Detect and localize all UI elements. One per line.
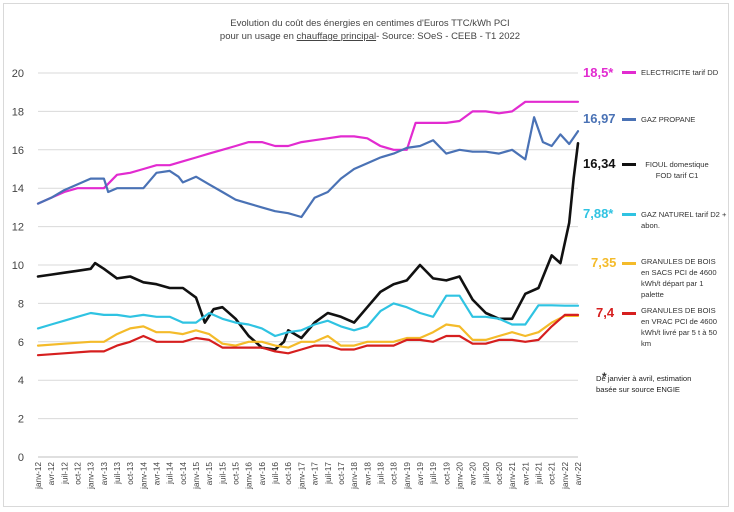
x-tick-label: avr-22 xyxy=(574,462,583,486)
legend-label-fioul: FIOUL domestique FOD tarif C1 xyxy=(645,160,709,180)
x-tick-label: oct-12 xyxy=(74,462,83,485)
x-tick-label: juil-19 xyxy=(429,462,438,485)
legend-swatch-gaz-naturel xyxy=(622,213,636,216)
x-tick-label: oct-21 xyxy=(548,462,557,485)
series-line xyxy=(36,314,580,349)
x-tick-label: janv-18 xyxy=(350,462,359,490)
y-tick-label: 16 xyxy=(12,145,24,157)
legend-swatch-propane xyxy=(622,118,636,121)
x-tick-label: juil-20 xyxy=(482,462,491,485)
legend-swatch-electricite xyxy=(622,71,636,74)
x-tick-label: janv-14 xyxy=(139,462,148,490)
title-pre: pour un usage en xyxy=(219,31,297,42)
y-tick-label: 6 xyxy=(18,337,24,349)
chart-card xyxy=(3,3,729,507)
x-tick-label: janv-17 xyxy=(297,462,306,490)
x-tick-label: avr-18 xyxy=(363,462,372,486)
x-tick-label: juil-14 xyxy=(166,462,175,485)
series-line xyxy=(36,100,580,205)
x-tick-label: oct-15 xyxy=(232,462,241,485)
x-tick-label: janv-12 xyxy=(34,462,43,490)
x-tick-label: oct-17 xyxy=(337,462,346,485)
legend-value-granules-vrac: 7,4 xyxy=(596,305,615,320)
x-tick-label: juil-16 xyxy=(271,462,280,485)
x-tick-label: oct-14 xyxy=(179,462,188,485)
chart-title-line1: Evolution du coût des énergies en centim… xyxy=(230,18,510,29)
legend-value-propane: 16,97 xyxy=(583,111,616,126)
legend-label-propane: GAZ PROPANE xyxy=(641,115,696,124)
x-tick-label: juil-21 xyxy=(534,462,543,485)
y-tick-label: 14 xyxy=(12,183,24,195)
x-tick-label: oct-13 xyxy=(126,462,135,485)
x-tick-label: oct-19 xyxy=(442,462,451,485)
x-tick-label: avr-14 xyxy=(153,462,162,486)
y-tick-label: 8 xyxy=(18,298,24,310)
x-tick-label: oct-18 xyxy=(390,462,399,485)
footnote: De janvier à avril, estimation basée sur… xyxy=(596,374,692,394)
x-tick-label: janv-22 xyxy=(561,462,570,490)
x-tick-label: avr-13 xyxy=(100,462,109,486)
x-tick-label: avr-12 xyxy=(47,462,56,486)
x-tick-label: avr-20 xyxy=(469,462,478,486)
legend-label-granules-sacs: GRANULES DE BOIS en SACS PCI de 4600 kWh… xyxy=(641,257,717,299)
x-tick-label: juil-12 xyxy=(60,462,69,485)
note-asterisk: * xyxy=(602,370,607,384)
legend-label-electricite: ELECTRICITE tarif DD xyxy=(641,68,719,77)
y-tick-label: 18 xyxy=(12,106,24,118)
title-underlined: chauffage principal xyxy=(296,31,377,42)
legend-value-gaz-naturel: 7,88* xyxy=(583,206,614,221)
x-tick-label: avr-21 xyxy=(521,462,530,486)
x-tick-label: janv-16 xyxy=(245,462,254,490)
series-line xyxy=(36,142,580,351)
x-tick-label: oct-16 xyxy=(284,462,293,485)
x-tick-label: janv-15 xyxy=(192,462,201,490)
x-tick-label: avr-17 xyxy=(311,462,320,486)
legend-value-fioul: 16,34 xyxy=(583,156,616,171)
chart-title-line2: pour un usage en chauffage principal- So… xyxy=(160,31,580,42)
legend-swatch-fioul xyxy=(622,163,636,166)
legend-swatch-granules-vrac xyxy=(622,312,636,315)
legend-value-granules-sacs: 7,35 xyxy=(591,255,617,270)
x-tick-label: janv-13 xyxy=(87,462,96,490)
x-tick-label: oct-20 xyxy=(495,462,504,485)
y-tick-label: 12 xyxy=(12,222,24,234)
x-tick-label: juil-18 xyxy=(376,462,385,485)
x-tick-label: juil-15 xyxy=(218,462,227,485)
x-tick-label: avr-19 xyxy=(416,462,425,486)
y-tick-label: 20 xyxy=(12,68,24,80)
legend-label-gaz-naturel: GAZ NATUREL tarif D2 + abon. xyxy=(641,210,727,230)
x-tick-label: janv-19 xyxy=(403,462,412,490)
x-tick-label: avr-16 xyxy=(258,462,267,486)
y-tick-label: 4 xyxy=(18,375,24,387)
title-post: - Source: SOeS - CEEB - T1 2022 xyxy=(376,31,521,42)
y-tick-label: 0 xyxy=(18,452,24,464)
legend-value-electricite: 18,5* xyxy=(583,65,614,80)
y-tick-label: 2 xyxy=(18,414,24,426)
y-tick-label: 10 xyxy=(12,260,24,272)
x-tick-label: avr-15 xyxy=(205,462,214,486)
x-tick-label: juil-17 xyxy=(324,462,333,485)
series-line xyxy=(36,313,580,357)
series-line xyxy=(36,294,580,338)
series-line xyxy=(36,116,580,219)
x-tick-label: janv-20 xyxy=(455,462,464,490)
legend-swatch-granules-sacs xyxy=(622,262,636,265)
x-tick-label: janv-21 xyxy=(508,462,517,490)
legend-label-granules-vrac: GRANULES DE BOIS en VRAC PCI de 4600 kWh… xyxy=(641,306,717,348)
x-tick-label: juil-13 xyxy=(113,462,122,485)
